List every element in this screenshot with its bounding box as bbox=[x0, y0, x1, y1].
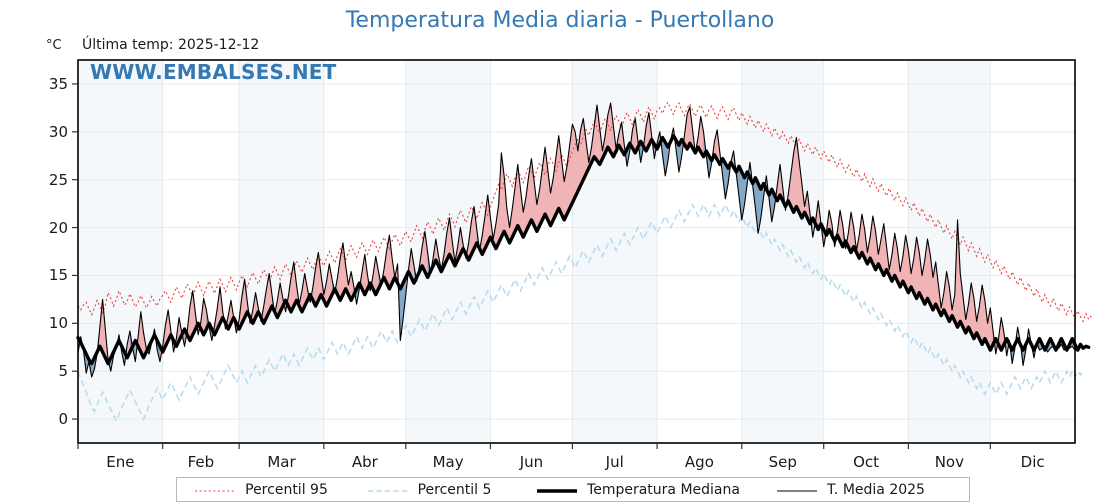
x-tick-oct: Oct bbox=[853, 453, 879, 471]
y-axis-unit-label: °C bbox=[46, 38, 62, 53]
y-tick-10: 10 bbox=[48, 314, 68, 333]
y-tick-35: 35 bbox=[48, 74, 68, 93]
x-tick-may: May bbox=[432, 453, 464, 471]
y-tick-5: 5 bbox=[58, 362, 68, 381]
x-tick-mar: Mar bbox=[267, 453, 296, 471]
legend-item-label: Percentil 95 bbox=[245, 481, 328, 498]
series-temperatura-mediana bbox=[76, 133, 1091, 366]
x-tick-abr: Abr bbox=[351, 453, 378, 471]
legend-line-swatch bbox=[194, 483, 236, 497]
y-tick-30: 30 bbox=[48, 122, 68, 141]
watermark-label: WWW.EMBALSES.NET bbox=[90, 60, 337, 84]
x-tick-feb: Feb bbox=[187, 453, 215, 471]
y-tick-25: 25 bbox=[48, 170, 68, 189]
legend-item-label: T. Media 2025 bbox=[827, 481, 925, 498]
series-percentil-5 bbox=[77, 202, 1084, 423]
legend-item-t-media-2025[interactable]: T. Media 2025 bbox=[763, 482, 938, 498]
legend-line-swatch bbox=[776, 483, 818, 497]
x-tick-ene: Ene bbox=[106, 453, 135, 471]
x-tick-sep: Sep bbox=[768, 453, 797, 471]
series-percentil-95 bbox=[77, 100, 1092, 323]
x-tick-ago: Ago bbox=[684, 453, 714, 471]
page-title: Temperatura Media diaria - Puertollano bbox=[345, 8, 775, 33]
chart-gridlines bbox=[78, 60, 1075, 443]
legend-item-label: Temperatura Mediana bbox=[587, 481, 740, 498]
legend-item-label: Percentil 5 bbox=[417, 481, 492, 498]
chart-series-lines bbox=[76, 100, 1092, 423]
legend-line-swatch bbox=[367, 483, 409, 497]
x-tick-dic: Dic bbox=[1020, 453, 1045, 471]
legend-item-temperatura-mediana[interactable]: Temperatura Mediana bbox=[513, 482, 763, 498]
y-tick-0: 0 bbox=[58, 410, 68, 429]
chart-legend: Percentil 95 Percentil 5 Temperatura Media… bbox=[176, 477, 970, 502]
legend-line-swatch bbox=[536, 483, 578, 497]
last-temp-label: Última temp: 2025-12-12 bbox=[82, 37, 260, 53]
x-tick-jul: Jul bbox=[605, 453, 624, 471]
series-t-media-2025 bbox=[77, 102, 1084, 378]
legend-item-percentil-5[interactable]: Percentil 5 bbox=[345, 482, 513, 498]
month-band-shading bbox=[78, 60, 1075, 443]
x-tick-jun: Jun bbox=[519, 453, 544, 471]
x-tick-nov: Nov bbox=[934, 453, 964, 471]
y-tick-20: 20 bbox=[48, 218, 68, 237]
y-tick-15: 15 bbox=[48, 266, 68, 285]
chart-axes bbox=[72, 59, 1076, 449]
legend-item-percentil-95[interactable]: Percentil 95 bbox=[177, 482, 345, 498]
